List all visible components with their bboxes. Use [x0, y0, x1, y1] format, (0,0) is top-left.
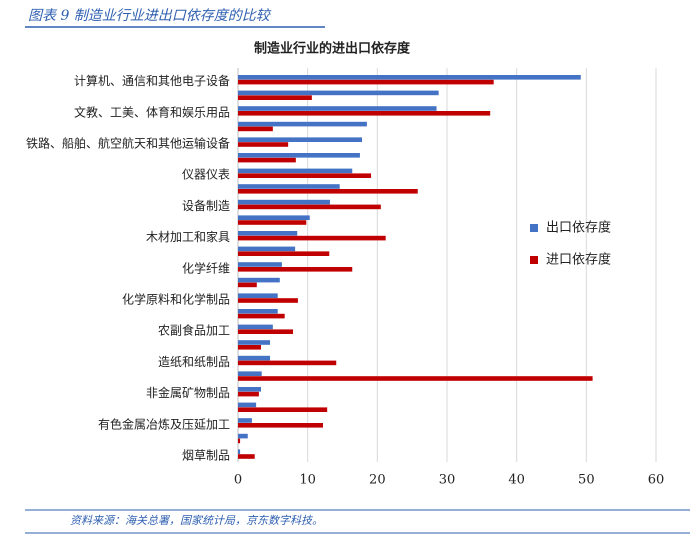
bar: [238, 340, 271, 345]
figure-label: 图表 9 制造业行业进出口依存度的比较: [28, 8, 272, 24]
y-tick-label: 农副食品加工: [158, 323, 230, 338]
x-tick-label: 10: [299, 473, 316, 488]
bar: [238, 199, 330, 205]
bar: [238, 235, 386, 241]
bar: [238, 387, 261, 392]
source-note: 资料来源：海关总署，国家统计局，京东数字科技。: [70, 514, 323, 527]
bar: [238, 345, 261, 350]
bar: [238, 360, 337, 366]
bar: [238, 204, 381, 210]
bar: [238, 282, 257, 288]
y-tick-label: 文教、工美、体育和娱乐用品: [74, 104, 230, 119]
bar: [238, 111, 491, 116]
bar: [238, 309, 278, 314]
bar: [238, 293, 278, 298]
bar: [238, 75, 581, 80]
chart-title: 制造业行业的进出口依存度: [254, 41, 411, 57]
bar: [238, 184, 340, 189]
bar: [238, 121, 367, 127]
y-tick-label: 化学纤维: [182, 260, 230, 275]
bar: [238, 376, 593, 381]
y-tick-label: 烟草制品: [182, 449, 230, 463]
x-tick-label: 40: [508, 473, 525, 488]
bar: [238, 215, 310, 220]
bar: [238, 168, 353, 174]
bar: [238, 137, 363, 142]
y-tick-label: 非金属矿物制品: [146, 385, 230, 400]
bar: [238, 173, 372, 178]
bar: [238, 277, 280, 283]
bar: [238, 298, 298, 303]
x-tick-label: 20: [369, 473, 386, 488]
y-tick-label: 铁路、船舶、航空航天和其他运输设备: [26, 136, 230, 151]
bar: [238, 267, 353, 272]
bar: [238, 153, 360, 158]
bar: [238, 262, 282, 267]
bar: [238, 95, 312, 100]
bar: [238, 454, 255, 459]
bar: [238, 438, 241, 444]
legend-label: 进口依存度: [546, 252, 611, 268]
y-tick-label: 设备制造: [182, 199, 230, 213]
bar: [238, 407, 328, 412]
bar: [238, 418, 252, 423]
bar: [238, 220, 307, 225]
legend-label: 出口依存度: [546, 220, 611, 236]
bar: [238, 79, 494, 85]
y-tick-label: 计算机、通信和其他电子设备: [74, 73, 230, 88]
bar: [238, 231, 298, 236]
bar: [238, 126, 273, 132]
bar: [238, 391, 259, 397]
bar: [238, 246, 296, 252]
x-tick-label: 60: [648, 473, 665, 488]
x-tick-label: 30: [439, 473, 456, 488]
y-tick-label: 有色金属冶炼及压延加工: [98, 416, 230, 431]
y-tick-label: 化学原料和化学制品: [122, 292, 230, 307]
bar: [238, 355, 271, 361]
x-tick-label: 50: [578, 473, 595, 488]
x-tick-label: 0: [234, 473, 242, 488]
bar: [238, 90, 439, 96]
bar: [238, 106, 437, 111]
bar: [238, 313, 285, 319]
bar: [238, 142, 289, 147]
bar: [238, 402, 257, 408]
bar: [238, 433, 248, 439]
y-tick-label: 木材加工和家具: [146, 229, 230, 244]
bar: [238, 423, 323, 428]
bar: [238, 251, 330, 256]
bar: [238, 157, 296, 163]
legend-swatch: [530, 224, 538, 232]
bar: [238, 189, 418, 194]
bar: [238, 371, 262, 376]
bar: [238, 449, 241, 454]
y-tick-label: 仪器仪表: [182, 168, 230, 182]
bar: [238, 324, 273, 330]
legend-swatch: [530, 256, 538, 264]
y-tick-label: 造纸和纸制品: [158, 355, 230, 369]
bar: [238, 329, 294, 334]
